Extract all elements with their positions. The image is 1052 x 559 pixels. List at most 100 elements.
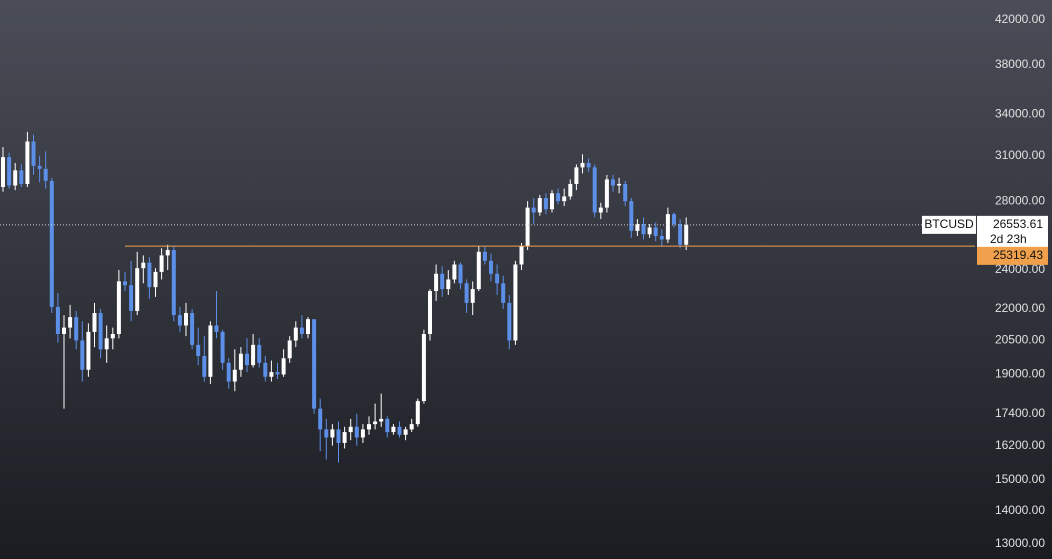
candle-body xyxy=(403,429,408,435)
candle-body xyxy=(421,333,426,402)
candle-body xyxy=(92,313,97,332)
candle-body xyxy=(531,207,536,213)
candle-body xyxy=(257,344,262,363)
candle-body xyxy=(324,429,329,438)
candle-body xyxy=(367,424,371,430)
candle-body xyxy=(74,317,79,341)
candle-body xyxy=(269,372,274,377)
candle-body xyxy=(245,353,249,366)
price-line-label: 25319.43 xyxy=(993,248,1043,262)
countdown-label: 2d 23h xyxy=(990,232,1027,246)
symbol-box xyxy=(922,215,976,234)
candle-body xyxy=(55,306,60,334)
candle-body xyxy=(507,302,512,341)
y-tick-label: 20500.00 xyxy=(995,333,1045,347)
y-tick-label: 24000.00 xyxy=(995,262,1045,276)
candle-body xyxy=(678,224,683,245)
candle-body xyxy=(226,362,231,382)
candle-body xyxy=(537,197,542,213)
candle-body xyxy=(611,179,615,186)
candle-body xyxy=(617,183,622,186)
candle-body xyxy=(592,167,597,213)
candle-body xyxy=(574,167,579,184)
candle-body xyxy=(397,426,402,435)
y-tick-label: 28000.00 xyxy=(995,193,1045,207)
candle-body xyxy=(336,429,341,443)
y-tick-label: 38000.00 xyxy=(995,57,1045,71)
candle-body xyxy=(62,327,66,334)
y-tick-label: 16200.00 xyxy=(995,438,1045,452)
candle-body xyxy=(385,418,390,433)
candle-body xyxy=(556,193,561,202)
candle-body xyxy=(177,315,182,326)
candle-body xyxy=(354,426,359,438)
candle-body xyxy=(525,207,530,247)
candle-body xyxy=(665,214,670,240)
candle-body xyxy=(446,279,451,290)
candle-body xyxy=(86,331,91,370)
candle-body xyxy=(598,207,603,213)
candle-body xyxy=(110,333,115,339)
candle-body xyxy=(458,264,463,284)
symbol-label: BTCUSD xyxy=(924,217,974,231)
candle-body xyxy=(98,313,103,350)
candle-body xyxy=(281,358,286,375)
y-tick-label: 22000.00 xyxy=(995,301,1045,315)
candle-body xyxy=(19,170,24,184)
candle-body xyxy=(123,281,127,286)
candle-body xyxy=(220,331,225,363)
candle-body xyxy=(409,424,414,430)
candle-body xyxy=(318,408,323,430)
candle-body xyxy=(214,325,219,332)
candle-body xyxy=(80,340,85,370)
candle-body xyxy=(13,170,18,186)
candle-body xyxy=(330,429,335,438)
y-tick-label: 31000.00 xyxy=(995,148,1045,162)
candle-body xyxy=(342,432,347,443)
y-tick-label: 14000.00 xyxy=(995,503,1045,517)
candle-body xyxy=(135,268,140,311)
candle-body xyxy=(623,183,628,202)
candle-body xyxy=(373,421,378,425)
candle-body xyxy=(293,327,298,341)
candle-body xyxy=(184,313,188,326)
candle-body xyxy=(129,285,134,311)
candle-body xyxy=(476,251,481,290)
candle-body xyxy=(165,250,170,256)
candle-body xyxy=(348,426,353,433)
candle-body xyxy=(1,157,5,188)
candle-body xyxy=(159,255,164,272)
candle-body xyxy=(452,264,457,280)
y-tick-label: 13000.00 xyxy=(995,536,1045,550)
candle-body xyxy=(434,273,439,292)
candle-body xyxy=(208,325,213,377)
candle-body xyxy=(513,264,518,341)
candle-body xyxy=(684,224,689,245)
candle-body xyxy=(653,227,658,237)
candle-body xyxy=(379,418,384,422)
candle-body xyxy=(263,362,268,377)
candle-body xyxy=(519,246,524,265)
candle-body xyxy=(360,429,365,438)
candle-body xyxy=(562,196,567,202)
price-line-box xyxy=(977,246,1048,265)
y-tick-label: 34000.00 xyxy=(995,107,1045,121)
candle-body xyxy=(482,251,487,261)
candle-body xyxy=(25,141,30,184)
candle-body xyxy=(550,193,554,210)
candle-body xyxy=(37,165,42,169)
y-tick-label: 15000.00 xyxy=(995,472,1045,486)
candle-body xyxy=(202,356,207,377)
candle-body xyxy=(568,183,573,197)
candle-body xyxy=(196,344,201,357)
candle-body xyxy=(580,162,585,168)
candle-body xyxy=(49,180,54,307)
candle-body xyxy=(147,262,152,288)
candle-body xyxy=(659,236,664,240)
candle-body xyxy=(641,224,646,235)
candle-body xyxy=(428,291,432,334)
candle-body xyxy=(306,319,310,334)
candle-body xyxy=(68,317,73,328)
